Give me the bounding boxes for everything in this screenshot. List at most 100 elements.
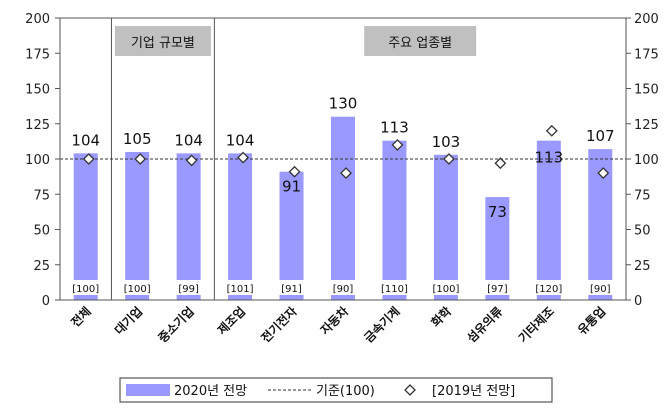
category-label: 전기전자 bbox=[258, 304, 300, 346]
bracket-label-box bbox=[121, 280, 154, 295]
bracket-label-box bbox=[172, 280, 205, 295]
value-label: 107 bbox=[586, 127, 615, 145]
category-label: 화학 bbox=[428, 304, 454, 330]
bracket-label: [120] bbox=[535, 284, 562, 295]
y-tick-label-left: 150 bbox=[25, 83, 50, 98]
legend: 2020년 전망 기준(100) [2019년 전망] bbox=[119, 377, 553, 403]
y-tick-label-left: 0 bbox=[42, 294, 50, 309]
bracket-label: [101] bbox=[227, 284, 254, 295]
bar bbox=[73, 153, 98, 300]
bracket-label-box bbox=[481, 280, 514, 295]
bracket-label-box bbox=[584, 280, 617, 295]
bar bbox=[331, 116, 355, 300]
bracket-label: [110] bbox=[381, 284, 408, 295]
group-header-label: 기업 규모별 bbox=[131, 36, 195, 51]
bracket-label-box bbox=[224, 280, 257, 295]
bar bbox=[176, 153, 201, 300]
legend-label-reference: 기준(100) bbox=[316, 384, 375, 399]
bar bbox=[433, 154, 458, 300]
bracket-label: [100] bbox=[72, 284, 99, 295]
y-tick-label-right: 0 bbox=[634, 294, 642, 309]
marker-point bbox=[545, 124, 558, 137]
bracket-labels: [100] [100] [99] [101] [91] [90] [110] [100] [97… bbox=[69, 280, 617, 295]
bracket-label: [97] bbox=[487, 284, 508, 295]
y-tick-label-right: 50 bbox=[634, 224, 651, 239]
bracket-label: [91] bbox=[281, 284, 302, 295]
y-tick-label-left: 200 bbox=[25, 12, 50, 27]
bar bbox=[125, 151, 150, 300]
y-tick-label-right: 175 bbox=[634, 47, 659, 62]
bracket-label: [90] bbox=[590, 284, 611, 295]
marker-point bbox=[185, 154, 198, 167]
plot-frame bbox=[59, 17, 627, 301]
marker-point bbox=[82, 153, 95, 165]
value-label: 113 bbox=[534, 149, 563, 167]
category-label: 섬유의류 bbox=[464, 304, 506, 346]
category-label: 자동차 bbox=[317, 304, 351, 338]
value-label: 104 bbox=[226, 131, 255, 149]
marker-point bbox=[391, 138, 404, 151]
legend-label-bar: 2020년 전망 bbox=[174, 384, 247, 399]
plot-area-border bbox=[59, 17, 627, 301]
bar bbox=[536, 140, 561, 300]
marker-point bbox=[494, 157, 507, 170]
legend-swatch-marker bbox=[404, 384, 416, 396]
bracket-label-box bbox=[429, 280, 462, 295]
value-label: 104 bbox=[174, 131, 203, 149]
y-tick-label-left: 125 bbox=[25, 118, 50, 133]
category-labels: 전체 대기업 중소기업 제조업 전기전자 자동차 금속기계 화학 섬유의류 기타제조 유통업 bbox=[68, 304, 609, 346]
legend-box bbox=[119, 377, 553, 403]
group-header-label: 주요 업종별 bbox=[388, 36, 452, 51]
y-tick-label-left: 175 bbox=[25, 47, 50, 62]
category-label: 대기업 bbox=[111, 304, 145, 338]
value-label: 103 bbox=[432, 133, 461, 151]
marker-point bbox=[134, 153, 147, 165]
y-axis-left: 0 25 50 75 100 125 150 175 200 bbox=[25, 12, 60, 309]
group-headers: 기업 규모별 주요 업종별 bbox=[110, 18, 477, 300]
group-header-box bbox=[364, 26, 477, 56]
value-label: 104 bbox=[71, 131, 100, 149]
bracket-label: [100] bbox=[432, 284, 459, 295]
y-tick-label-right: 25 bbox=[634, 259, 651, 274]
category-label: 전체 bbox=[68, 304, 94, 330]
marker-series bbox=[82, 124, 610, 180]
y-tick-label-right: 75 bbox=[634, 188, 651, 203]
y-tick-label-left: 100 bbox=[25, 153, 50, 168]
group-header-box bbox=[114, 26, 211, 56]
bracket-label: [90] bbox=[333, 284, 354, 295]
y-tick-label-left: 50 bbox=[33, 224, 50, 239]
category-label: 금속기계 bbox=[361, 304, 403, 346]
y-tick-label-right: 200 bbox=[634, 12, 659, 27]
marker-point bbox=[340, 167, 352, 180]
value-label: 113 bbox=[380, 119, 409, 137]
value-label: 91 bbox=[282, 178, 301, 196]
bracket-label-box bbox=[275, 280, 308, 295]
marker-point bbox=[597, 167, 610, 180]
marker-point bbox=[442, 153, 455, 165]
category-label: 유통업 bbox=[574, 304, 608, 338]
bracket-label-box bbox=[327, 280, 359, 295]
bracket-label-box bbox=[532, 280, 565, 295]
y-tick-label-right: 150 bbox=[634, 83, 659, 98]
y-tick-label-left: 25 bbox=[33, 259, 50, 274]
bar-series bbox=[73, 116, 613, 300]
category-label: 제조업 bbox=[215, 304, 248, 337]
category-label: 기타제조 bbox=[515, 304, 557, 346]
value-label: 73 bbox=[488, 203, 507, 221]
bracket-label: [100] bbox=[124, 284, 151, 295]
bar bbox=[279, 171, 304, 300]
bracket-label: [99] bbox=[178, 284, 199, 295]
y-tick-label-right: 100 bbox=[634, 153, 659, 168]
legend-label-marker: [2019년 전망] bbox=[432, 384, 515, 399]
bracket-label-box bbox=[69, 280, 102, 295]
category-label: 중소기업 bbox=[155, 304, 197, 346]
value-labels: 104 105 104 104 91 130 113 103 73 113 107 bbox=[71, 95, 614, 221]
bar bbox=[382, 140, 407, 300]
y-axis-right: 0 25 50 75 100 125 150 175 200 bbox=[626, 12, 659, 309]
y-tick-label-right: 125 bbox=[634, 118, 659, 133]
value-label: 130 bbox=[329, 95, 358, 113]
y-tick-label-left: 75 bbox=[33, 188, 50, 203]
legend-swatch-bar bbox=[126, 384, 170, 396]
marker-point bbox=[237, 151, 250, 164]
